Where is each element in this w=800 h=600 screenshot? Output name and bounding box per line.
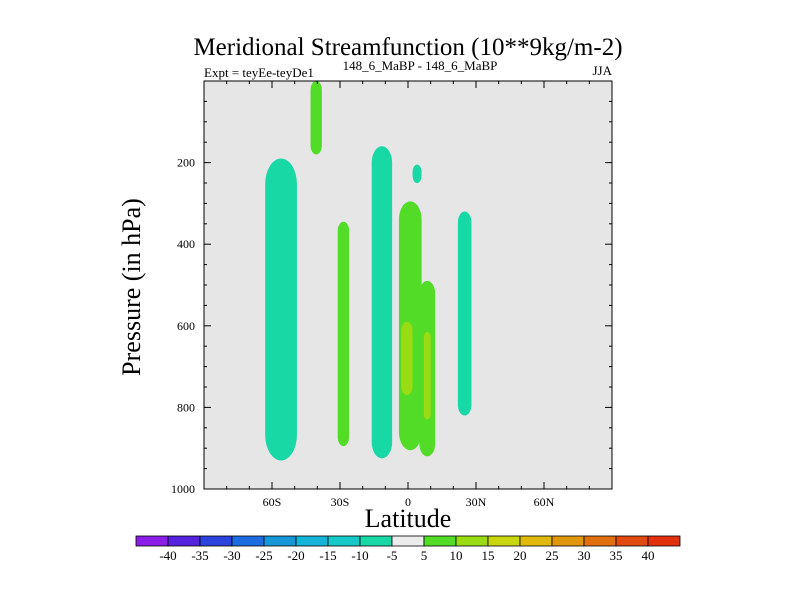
colorbar-label: 35 — [610, 548, 623, 563]
colorbar-label: -25 — [255, 548, 272, 563]
colorbar-swatch — [295, 535, 329, 547]
y-tick-label: 800 — [177, 400, 195, 414]
colorbar-swatch — [615, 535, 649, 547]
x-tick-label: 60S — [263, 495, 282, 509]
colorbar-swatch — [135, 535, 169, 547]
chart-title: Meridional Streamfunction (10**9kg/m-2) — [193, 34, 622, 61]
colorbar-label: 25 — [546, 548, 559, 563]
colorbar-swatch — [647, 535, 681, 547]
x-tick-label: 30N — [466, 495, 487, 509]
colorbar-label: -20 — [287, 548, 304, 563]
colorbar-swatch — [391, 535, 425, 547]
colorbar-swatch — [455, 535, 489, 547]
colorbar-label: -10 — [351, 548, 368, 563]
period-label: 148_6_MaBP - 148_6_MaBP — [343, 58, 498, 73]
experiment-label: Expt = teyEe-teyDe1 — [204, 65, 314, 80]
colorbar-swatch — [487, 535, 521, 547]
contour-region — [337, 221, 350, 447]
colorbar-label: -30 — [223, 548, 240, 563]
colorbar-swatch — [231, 535, 265, 547]
y-tick-label: 600 — [177, 319, 195, 333]
colorbar-swatch — [263, 535, 297, 547]
x-tick-label: 60N — [534, 495, 555, 509]
plot-frame — [203, 80, 613, 490]
colorbar-swatch — [423, 535, 457, 547]
colorbar-label: 20 — [514, 548, 527, 563]
colorbar-label: 40 — [642, 548, 655, 563]
x-tick-label: 30S — [331, 495, 350, 509]
colorbar-label: -40 — [159, 548, 176, 563]
contour-region — [457, 211, 472, 416]
colorbar: -40 -35 -30 -25 -20 -15 -10 -5 5 10 15 20 25 30 35 40 — [135, 535, 681, 563]
x-axis-label: Latitude — [365, 504, 452, 533]
contour-region — [371, 146, 393, 459]
contour-region — [401, 321, 413, 396]
colorbar-swatch — [583, 535, 617, 547]
contour-region — [310, 81, 322, 155]
colorbar-label: 10 — [450, 548, 463, 563]
colorbar-swatch — [519, 535, 553, 547]
colorbar-label: -5 — [387, 548, 398, 563]
colorbar-swatch — [327, 535, 361, 547]
contour-regions — [265, 81, 472, 461]
season-label: JJA — [592, 63, 612, 78]
colorbar-swatch — [167, 535, 201, 547]
colorbar-swatch — [551, 535, 585, 547]
x-tick-label: 0 — [405, 495, 411, 509]
contour-region — [412, 164, 422, 183]
y-tick-label: 1000 — [171, 482, 195, 496]
colorbar-swatch — [359, 535, 393, 547]
y-tick-label: 400 — [177, 237, 195, 251]
axis-ticks: 60S 30S 0 30N 60N 200 400 600 800 1000 — [171, 81, 612, 509]
colorbar-label: -35 — [191, 548, 208, 563]
colorbar-label: 30 — [578, 548, 591, 563]
y-axis-label: Pressure (in hPa) — [117, 198, 146, 376]
y-tick-label: 200 — [177, 156, 195, 170]
contour-region — [265, 158, 297, 461]
contour-region — [423, 331, 431, 420]
colorbar-label: 15 — [482, 548, 495, 563]
colorbar-label: 5 — [421, 548, 428, 563]
colorbar-label: -15 — [319, 548, 336, 563]
colorbar-swatch — [199, 535, 233, 547]
